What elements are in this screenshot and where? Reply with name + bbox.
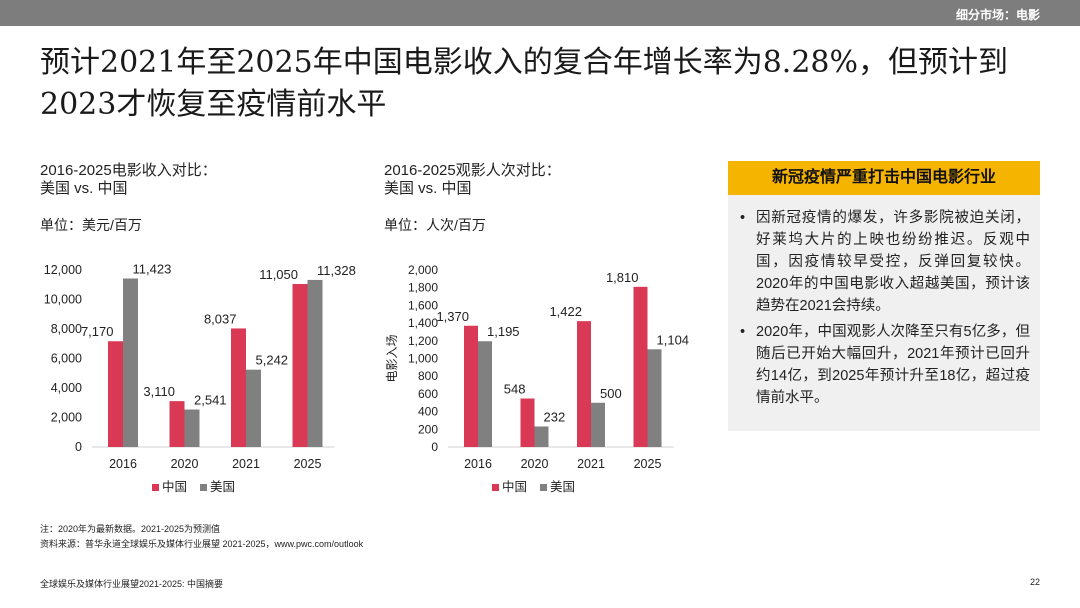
chart1-bar-usa [246,369,261,447]
chart2-category-label: 2021 [577,457,605,471]
chart2-data-label: 500 [600,386,622,401]
chart2-ytick-label: 2,000 [408,263,438,277]
chart1-data-label: 2,541 [194,393,227,408]
chart2-data-label: 1,104 [657,332,690,347]
chart2-legend-swatch [540,484,547,491]
chart2-bar-china [520,398,535,447]
chart1-data-label: 8,037 [204,311,237,326]
chart2-ytick-label: 1,000 [408,352,438,366]
chart1-ytick-label: 10,000 [44,293,82,307]
chart1-legend-swatch [200,484,207,491]
chart2-bar-china [633,286,648,447]
chart1-ytick-label: 2,000 [51,411,82,425]
chart1-ytick-label: 0 [75,440,82,454]
chart1-category-label: 2020 [171,457,199,471]
section-label: 细分市场：电影 [955,8,1040,22]
chart2-data-label: 548 [504,382,526,397]
bullet-item: • 因新冠疫情的爆发，许多影院被迫关闭，好莱坞大片的上映也纷纷推迟。反观中国，因… [740,207,1030,317]
bullet-item: • 2020年，中国观影人次降至只有5亿多，但随后已开始大幅回升，2021年预计… [740,321,1030,409]
chart1-bar-china [231,328,246,447]
chart2-ytick-label: 400 [418,405,438,419]
chart2-title-line1: 2016-2025观影人次对比： [384,162,561,179]
chart2-ytick-label: 1,200 [408,334,438,348]
chart2-ytick-label: 0 [431,440,438,454]
chart2-ylabel: 电影入场 [385,334,399,382]
footnote: 注：2020年为最新数据。2021-2025为预测值 [40,524,221,534]
chart2-bar-china [464,325,478,447]
chart1-category-label: 2016 [109,457,137,471]
chart2-legend-label: 中国 [502,479,527,494]
chart2-unit: 单位：人次/百万 [384,217,486,233]
chart1-legend-label: 中国 [162,479,187,494]
page-title: 预计2021年至2025年中国电影收入的复合年增长率为8.28%，但预计到202… [40,45,1008,122]
bullet-dot-icon: • [740,210,746,226]
chart2-category-label: 2016 [464,457,492,471]
chart2-data-label: 232 [544,409,566,424]
chart1-bar-usa [184,409,200,447]
chart1-data-label: 11,328 [317,263,356,278]
sidebar-heading: 新冠疫情严重打击中国电影行业 [728,161,1040,195]
chart1-category-label: 2025 [294,457,322,471]
chart2-data-label: 1,810 [606,270,639,285]
chart1-unit: 单位：美元/百万 [40,217,142,233]
chart1-bar-usa [307,279,323,447]
chart2-bar-usa [591,402,605,447]
chart2-data-label: 1,422 [549,304,582,319]
chart2-category-label: 2025 [634,457,662,471]
chart1-bar-china [108,341,123,447]
chart2-ytick-label: 1,400 [408,316,438,330]
bullet-dot-icon: • [740,324,746,340]
chart2-data-label: 1,370 [436,309,469,324]
chart1-ytick-label: 8,000 [51,322,82,336]
top-bar: 细分市场：电影 [0,0,1080,26]
chart2-bar-usa [478,341,492,447]
chart1-data-label: 5,242 [256,353,289,368]
chart2-ytick-label: 800 [418,369,438,383]
bullet-text: 2020年，中国观影人次降至只有5亿多，但随后已开始大幅回升，2021年预计已回… [756,324,1030,406]
chart1-title-line2: 美国 vs. 中国 [40,180,128,197]
chart1-title: 2016-2025电影收入对比： 美国 vs. 中国 [40,162,217,198]
chart1-ytick-label: 4,000 [51,381,82,395]
chart2-category-label: 2020 [521,457,549,471]
chart1-bar-usa [123,278,138,447]
page-number: 22 [1029,577,1040,587]
chart1-bar-china [169,401,185,447]
chart1-ytick-label: 6,000 [51,352,82,366]
chart1-legend-label: 美国 [210,480,235,494]
chart2-legend-label: 美国 [550,480,575,494]
chart1-data-label: 3,110 [143,384,175,399]
chart2-bar-usa [647,349,662,447]
chart2-ytick-label: 1,600 [408,298,438,312]
chart1-data-label: 7,170 [81,324,114,339]
chart2-bar-china [577,321,591,447]
chart1-legend-swatch [152,484,159,491]
chart2-bar-usa [534,426,549,447]
chart2-legend-swatch [492,484,499,491]
chart1-bar-china [292,284,308,447]
source-note: 资料来源：普华永道全球娱乐及媒体行业展望 2021-2025，www.pwc.c… [40,539,364,549]
bullet-text: 因新冠疫情的爆发，许多影院被迫关闭，好莱坞大片的上映也纷纷推迟。反观中国，因疫情… [756,210,1030,314]
chart1-category-label: 2021 [232,457,260,471]
chart2-title-line2: 美国 vs. 中国 [384,180,472,197]
chart2-ytick-label: 600 [418,387,438,401]
chart2-ytick-label: 200 [418,422,438,436]
chart2-title: 2016-2025观影人次对比： 美国 vs. 中国 [384,162,561,198]
chart1-title-line1: 2016-2025电影收入对比： [40,162,217,179]
sidebar-box: • 因新冠疫情的爆发，许多影院被迫关闭，好莱坞大片的上映也纷纷推迟。反观中国，因… [728,195,1040,431]
chart1-data-label: 11,423 [133,262,172,277]
chart1-ytick-label: 12,000 [44,263,82,277]
chart1-data-label: 11,050 [259,267,298,282]
chart2-ytick-label: 1,800 [408,281,438,295]
footer-title: 全球娱乐及媒体行业展望2021-2025: 中国摘要 [40,579,224,589]
chart2-data-label: 1,195 [487,324,520,339]
